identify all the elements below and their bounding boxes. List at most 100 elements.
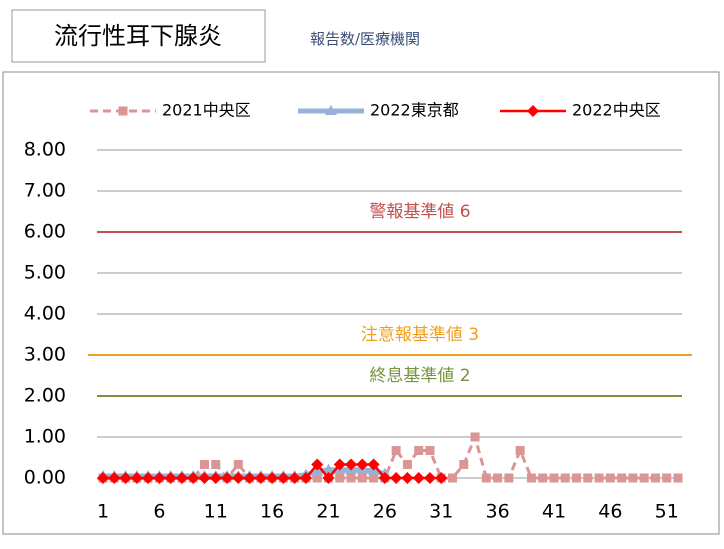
x-tick-label: 6 [153, 501, 165, 523]
marker [481, 473, 491, 483]
marker [369, 473, 379, 483]
y-tick-label: 2.00 [24, 385, 66, 407]
marker [211, 459, 221, 469]
marker [335, 473, 345, 483]
reference-label: 終息基準値 2 [369, 366, 470, 386]
marker [277, 472, 290, 484]
marker [356, 458, 369, 471]
marker [346, 473, 356, 483]
marker [199, 459, 209, 469]
marker [322, 472, 335, 484]
marker [401, 472, 414, 484]
y-tick-label: 4.00 [24, 303, 66, 325]
marker [448, 473, 458, 483]
x-tick-label: 41 [542, 501, 566, 523]
marker [423, 472, 436, 484]
marker [322, 463, 335, 474]
marker [209, 472, 222, 484]
x-tick-label: 46 [598, 501, 622, 523]
marker [470, 432, 480, 442]
marker [175, 472, 188, 484]
marker [390, 472, 403, 484]
chart-title: 流行性耳下腺炎 [54, 22, 222, 50]
marker [119, 472, 132, 484]
marker [378, 472, 391, 484]
marker [325, 105, 337, 115]
marker [459, 459, 469, 469]
marker [414, 446, 424, 456]
marker [493, 473, 503, 483]
marker [605, 473, 615, 483]
marker [97, 472, 109, 484]
x-tick-label: 51 [655, 501, 679, 523]
marker [662, 473, 672, 483]
reference-label: 警報基準値 6 [369, 202, 470, 222]
marker [435, 472, 448, 484]
legend-label: 2022東京都 [370, 101, 459, 120]
marker [312, 473, 322, 483]
marker [153, 472, 166, 484]
marker [504, 473, 514, 483]
marker [526, 473, 536, 483]
marker [367, 458, 380, 471]
marker [232, 472, 245, 484]
series-line [103, 432, 678, 481]
y-tick-label: 1.00 [24, 426, 66, 448]
marker [288, 472, 301, 484]
marker [560, 473, 570, 483]
marker [357, 473, 367, 483]
marker [311, 465, 324, 476]
marker [187, 472, 200, 484]
marker [254, 472, 267, 484]
y-tick-label: 5.00 [24, 262, 66, 284]
marker [617, 473, 627, 483]
marker [266, 472, 279, 484]
marker [130, 472, 143, 484]
marker [628, 473, 638, 483]
marker [299, 472, 312, 484]
marker [402, 459, 412, 469]
marker [311, 458, 324, 471]
y-tick-label: 0.00 [24, 467, 66, 489]
x-tick-label: 1 [97, 501, 109, 523]
legend-label: 2022中央区 [572, 101, 661, 120]
reference-label: 注意報基準値 3 [361, 325, 479, 345]
marker [515, 446, 525, 456]
marker [333, 458, 346, 471]
y-tick-label: 3.00 [24, 344, 66, 366]
y-tick-label: 7.00 [24, 180, 66, 202]
x-tick-label: 21 [316, 501, 340, 523]
chart-subtitle: 報告数/医療機関 [310, 30, 420, 48]
marker [345, 458, 358, 471]
x-tick-label: 26 [373, 501, 397, 523]
marker [527, 105, 539, 117]
x-tick-label: 16 [260, 501, 284, 523]
marker [572, 473, 582, 483]
marker [412, 472, 425, 484]
marker [142, 472, 155, 484]
marker [243, 472, 256, 484]
marker [391, 446, 401, 456]
marker [583, 473, 593, 483]
marker [639, 473, 649, 483]
y-tick-label: 8.00 [24, 139, 66, 161]
legend-label: 2021中央区 [162, 101, 251, 120]
x-tick-label: 36 [486, 501, 510, 523]
marker [233, 459, 243, 469]
marker [108, 472, 121, 484]
marker [425, 446, 435, 456]
marker [198, 472, 211, 484]
title-box [11, 9, 266, 63]
marker [673, 473, 683, 483]
marker [650, 473, 660, 483]
marker [164, 472, 177, 484]
marker [118, 106, 128, 116]
marker [549, 473, 559, 483]
marker [221, 472, 234, 484]
plot-frame [2, 71, 720, 535]
x-tick-label: 31 [429, 501, 453, 523]
y-tick-label: 6.00 [24, 221, 66, 243]
marker [594, 473, 604, 483]
marker [538, 473, 548, 483]
